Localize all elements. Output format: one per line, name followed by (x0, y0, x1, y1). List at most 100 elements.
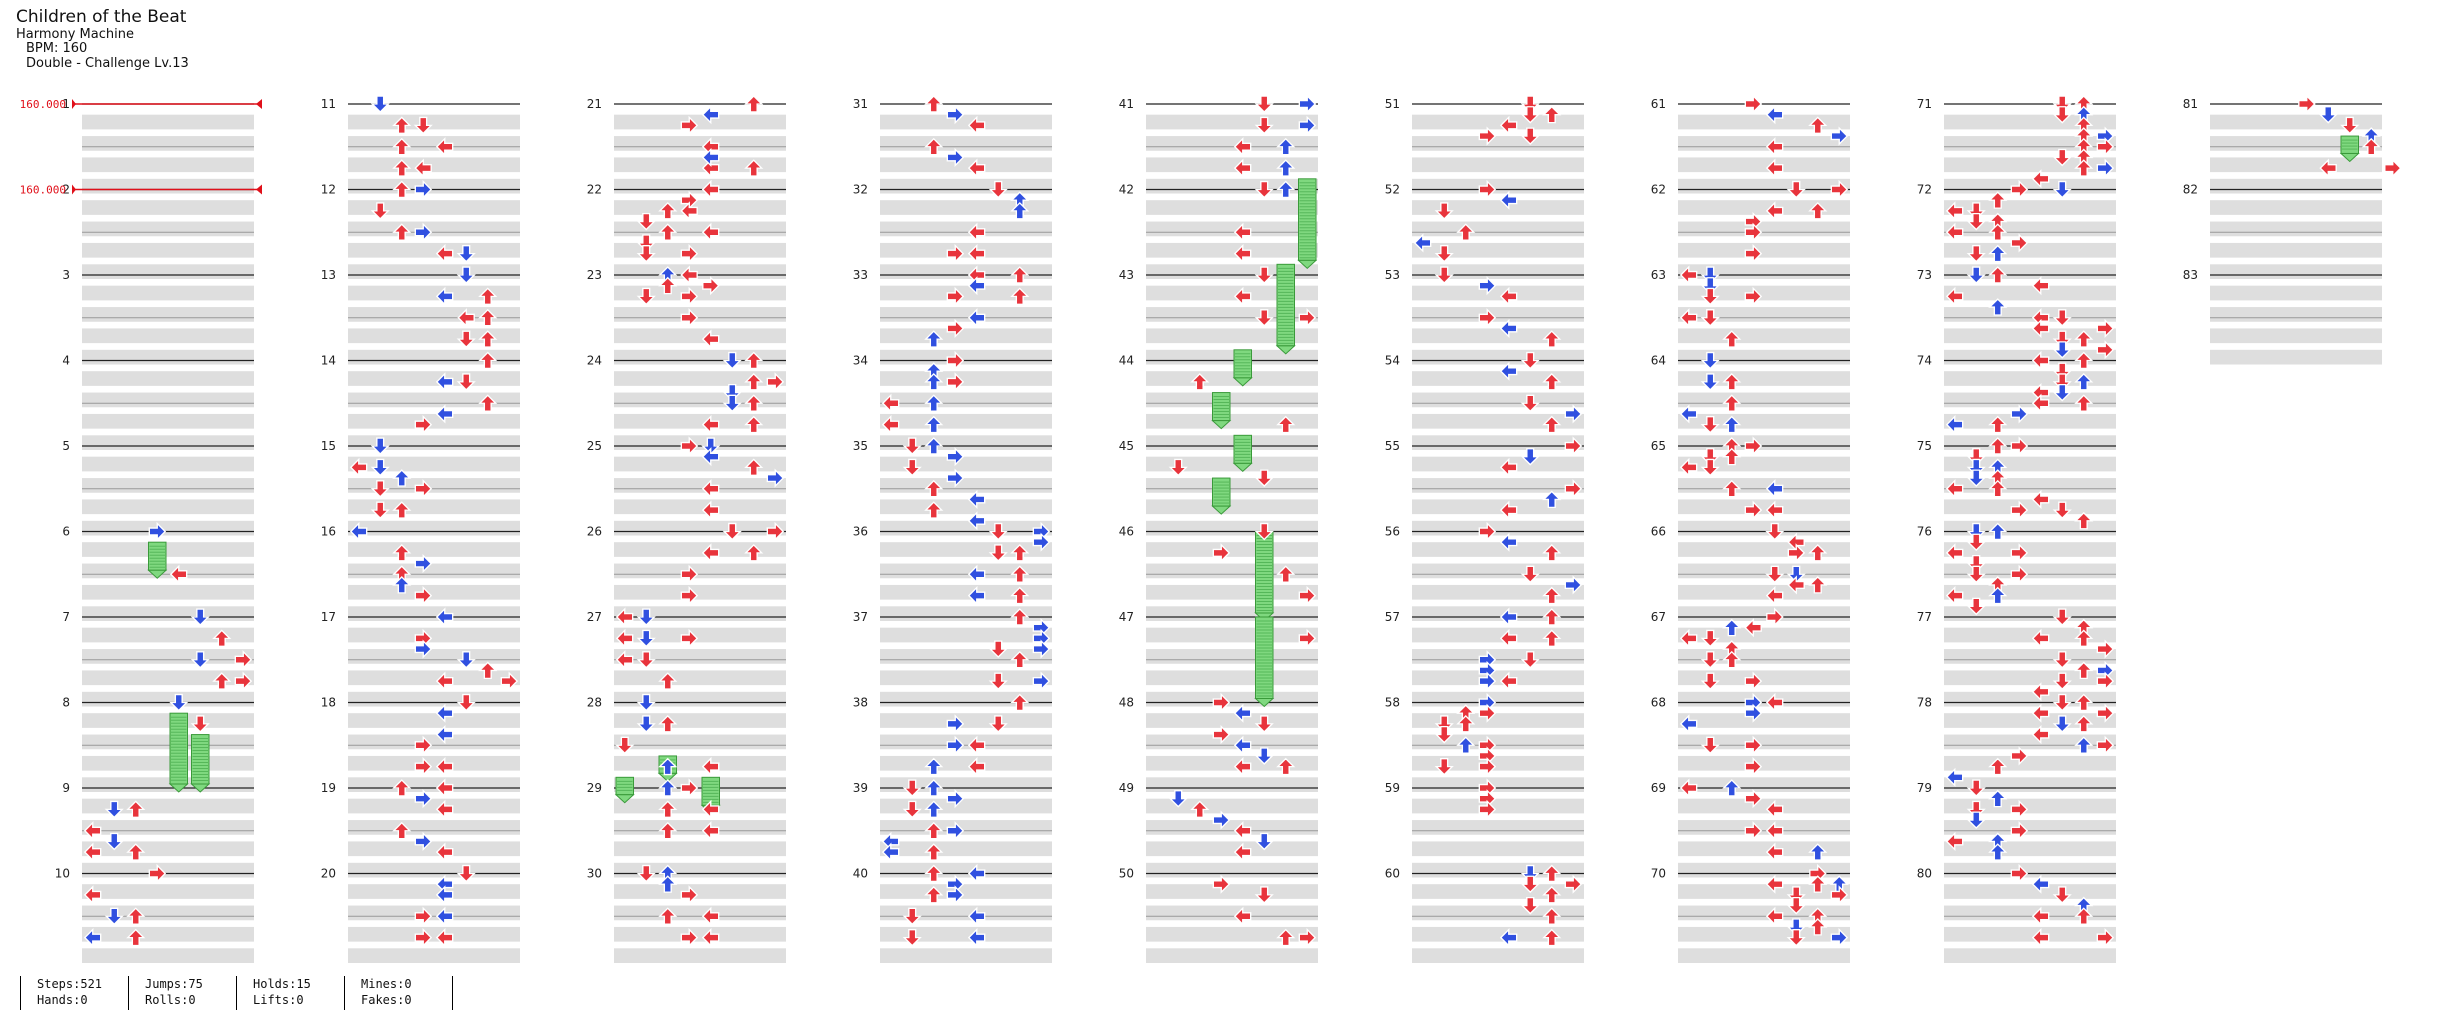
beat-stripe (1944, 627, 2116, 643)
arrow-icon (702, 276, 720, 296)
arrow-icon (1520, 106, 1540, 124)
beat-stripe (348, 349, 520, 365)
arrow-icon (701, 222, 720, 242)
beat-stripe (82, 862, 254, 878)
measure-73: 73 (1917, 268, 2116, 365)
beat-stripe (1146, 178, 1318, 194)
beat-stripe (82, 542, 254, 557)
arrow-icon (413, 116, 433, 135)
beat-stripe (82, 584, 254, 600)
arrow-icon (658, 201, 678, 220)
beat-stripe (614, 178, 786, 194)
beat-stripe (1944, 841, 2116, 857)
arrow-icon (1765, 799, 1784, 819)
arrow-icon (967, 276, 986, 296)
arrow-icon (190, 651, 210, 669)
beat-stripe (614, 584, 786, 600)
arrow-icon (1722, 618, 1742, 637)
arrow-icon (744, 458, 764, 476)
arrow-icon (1722, 479, 1742, 498)
arrow-icon (1700, 629, 1720, 648)
arrow-icon (392, 223, 412, 241)
arrow-icon (414, 158, 432, 178)
arrow-icon (392, 501, 412, 519)
arrow-icon (1233, 286, 1252, 306)
measure-number: 78 (1917, 696, 1932, 710)
arrow-icon (1010, 650, 1030, 669)
beat-stripe (880, 542, 1052, 557)
arrow-icon (1966, 212, 1986, 231)
measure-number: 77 (1917, 610, 1932, 624)
arrow-icon (902, 437, 922, 455)
measure-number: 34 (853, 354, 868, 368)
arrow-icon (1254, 266, 1274, 284)
arrow-icon (392, 137, 412, 156)
beat-stripe (1412, 520, 1584, 536)
arrow-icon (1808, 543, 1828, 562)
arrow-icon (967, 222, 986, 242)
arrow-icon (1499, 628, 1518, 648)
measure-5: 5 (62, 439, 254, 536)
measure-64: 64 (1651, 354, 1850, 450)
measure-number: 8 (62, 696, 70, 710)
arrow-icon (701, 821, 720, 841)
arrow-icon (744, 95, 764, 113)
beat-stripe (1146, 926, 1318, 942)
arrow-icon (1988, 437, 2008, 455)
arrow-icon (2052, 309, 2072, 327)
arrow-icon (1700, 287, 1720, 306)
arrow-icon (1765, 874, 1784, 894)
hold-icon (190, 734, 211, 793)
measure-2: 2 (62, 183, 254, 279)
beat-stripe (1678, 371, 1850, 386)
beat-stripe (1146, 777, 1318, 792)
arrow-icon (701, 543, 720, 563)
hold-icon (2339, 135, 2360, 163)
measure-number: 15 (321, 439, 336, 453)
beat-stripe (1412, 157, 1584, 173)
measure-number: 79 (1917, 781, 1932, 795)
beat-stripe (1944, 456, 2116, 472)
arrow-icon (1966, 533, 1986, 552)
arrow-icon (744, 415, 764, 434)
beat-stripe (1944, 670, 2116, 686)
arrow-icon (701, 415, 720, 435)
beat-stripe (1146, 884, 1318, 899)
beat-stripe (348, 734, 520, 750)
beat-stripe (1146, 242, 1318, 258)
arrow-icon (1744, 222, 1763, 242)
arrow-icon (722, 394, 742, 413)
arrow-icon (967, 158, 986, 178)
beat-stripe (614, 542, 786, 557)
beat-stripe (1146, 114, 1318, 130)
arrow-icon (169, 564, 188, 584)
arrow-icon (881, 842, 900, 862)
arrow-icon (722, 522, 742, 541)
arrow-icon (1765, 522, 1785, 541)
arrow-icon (722, 351, 742, 370)
measure-66: 66 (1651, 525, 1850, 621)
arrow-icon (2096, 318, 2115, 339)
hold-icon (1211, 392, 1232, 430)
arrow-icon (924, 330, 944, 348)
arrow-icon (766, 372, 785, 392)
beat-stripe (1146, 755, 1318, 771)
arrow-icon (1542, 864, 1562, 883)
arrow-icon (1966, 469, 1986, 487)
beat-stripe (880, 178, 1052, 194)
arrow-icon (701, 757, 720, 777)
arrow-icon (2052, 715, 2072, 733)
arrow-icon (1988, 522, 2008, 541)
beat-stripe (1678, 520, 1850, 536)
beat-stripe (880, 200, 1052, 215)
arrow-icon (349, 521, 368, 542)
arrow-icon (414, 831, 433, 852)
arrow-icon (1988, 191, 2008, 209)
arrow-icon (2340, 116, 2360, 135)
beat-stripe (1412, 862, 1584, 878)
stat-holds: Holds:15 (253, 977, 311, 991)
arrow-icon (988, 522, 1008, 541)
measure-number: 65 (1651, 439, 1666, 453)
arrow-icon (1765, 842, 1784, 862)
beat-stripe (1146, 456, 1318, 472)
